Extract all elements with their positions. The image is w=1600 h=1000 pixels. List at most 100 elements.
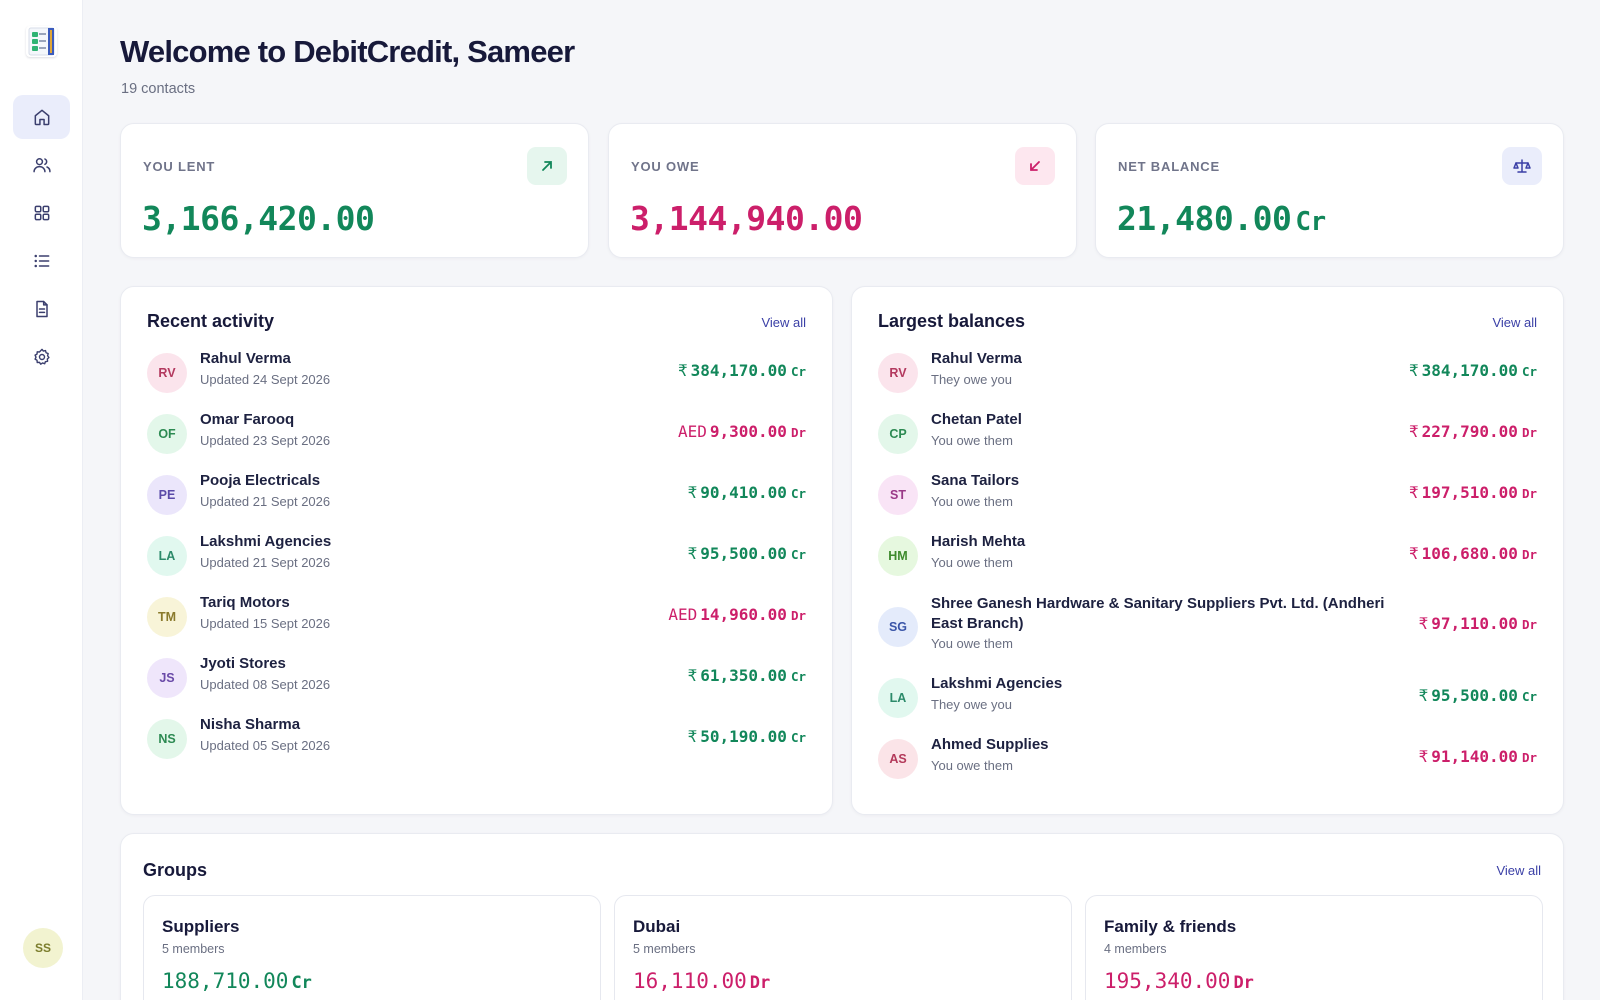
group-amount: 16,110.00 [633,969,747,993]
balance-amount: ₹95,500.00 Cr [1419,686,1537,705]
amount-value: 61,350.00 [700,666,787,685]
group-suffix: Dr [749,973,771,993]
list-item[interactable]: SG Shree Ganesh Hardware & Sanitary Suppl… [878,592,1537,662]
nav-contacts[interactable] [13,143,70,187]
avatar: AS [878,739,918,779]
list-item[interactable]: LA Lakshmi Agencies They owe you ₹95,500.00… [878,673,1537,723]
recent-view-all-link[interactable]: View all [761,315,806,330]
contact-name: Rahul Verma [931,350,1022,367]
amount-value: 106,680.00 [1421,544,1518,563]
nav-settings[interactable] [13,335,70,379]
currency: ₹ [1418,686,1429,705]
group-card-suppliers[interactable]: Suppliers 5 members 188,710.00 Cr [143,895,601,1000]
net-balance-label: NET BALANCE [1118,159,1220,174]
you-owe-value: 3,144,940.00 [630,199,863,238]
scale-icon [1502,147,1542,185]
list-item[interactable]: RV Rahul Verma They owe you ₹384,170.00 Cr [878,348,1537,398]
amount-value: 97,110.00 [1431,614,1518,633]
largest-view-all-link[interactable]: View all [1492,315,1537,330]
list-icon [34,254,49,268]
balance-suffix: Cr [1521,689,1537,704]
you-owe-card: YOU OWE 3,144,940.00 [608,123,1077,258]
group-card-dubai[interactable]: Dubai 5 members 16,110.00 Dr [614,895,1072,1000]
balance-amount: ₹61,350.00 Cr [688,666,806,685]
currency: ₹ [687,727,698,746]
avatar: TM [147,597,187,637]
list-item[interactable]: NS Nisha Sharma Updated 05 Sept 2026 ₹50,19… [147,714,806,764]
avatar: RV [147,353,187,393]
avatar: HM [878,536,918,576]
amount-value: 50,190.00 [700,727,787,746]
balance-amount: ₹95,500.00 Cr [688,544,806,563]
list-item[interactable]: PE Pooja Electricals Updated 21 Sept 2026 ₹… [147,470,806,520]
contact-name: Omar Farooq [200,411,295,428]
currency: ₹ [1418,747,1429,766]
balance-suffix: Cr [1521,364,1537,379]
list-item[interactable]: JS Jyoti Stores Updated 08 Sept 2026 ₹61,35… [147,653,806,703]
contact-count: 19 contacts [121,81,196,97]
groups-view-all-link[interactable]: View all [1496,863,1541,878]
recent-activity-panel: Recent activity View all RV Rahul Verma Up… [120,286,833,815]
amount-value: 197,510.00 [1421,483,1518,502]
group-amount: 195,340.00 [1104,969,1231,993]
list-item[interactable]: ST Sana Tailors You owe them ₹197,510.00 Dr [878,470,1537,520]
balance-amount: AED 14,960.00 Dr [668,605,806,624]
balance-amount: ₹197,510.00 Dr [1409,483,1537,502]
group-card-family-friends[interactable]: Family & friends 4 members 195,340.00 Dr [1085,895,1543,1000]
balance-amount: ₹90,410.00 Cr [688,483,806,502]
nav-transactions[interactable] [13,239,70,283]
list-item[interactable]: HM Harish Mehta You owe them ₹106,680.00 Dr [878,531,1537,581]
largest-balances-panel: Largest balances View all RV Rahul Verma T… [851,286,1564,815]
group-members: 5 members [162,942,225,956]
balance-suffix: Cr [790,364,806,379]
balance-suffix: Cr [790,730,806,745]
sidebar: SS [0,0,83,1000]
group-name: Family & friends [1104,917,1237,936]
largest-balances-title: Largest balances [878,311,1026,331]
balance-suffix: Dr [1521,547,1537,562]
balance-amount: ₹384,170.00 Cr [1409,361,1537,380]
contact-meta: You owe them [931,433,1013,448]
amount-value: 95,500.00 [700,544,787,563]
user-avatar[interactable]: SS [23,928,63,968]
currency: ₹ [687,483,698,502]
currency: ₹ [1408,483,1419,502]
contact-meta: You owe them [931,636,1013,651]
list-item[interactable]: OF Omar Farooq Updated 23 Sept 2026 AED 9,30… [147,409,806,459]
list-item[interactable]: RV Rahul Verma Updated 24 Sept 2026 ₹384,17… [147,348,806,398]
nav-groups[interactable] [13,191,70,235]
group-members: 5 members [633,942,696,956]
balance-amount: ₹384,170.00 Cr [678,361,806,380]
home-icon [34,109,49,126]
list-item[interactable]: TM Tariq Motors Updated 15 Sept 2026 AED 14,… [147,592,806,642]
grid-icon [34,205,49,221]
contact-meta: Updated 21 Sept 2026 [200,494,331,509]
amount-value: 384,170.00 [690,361,787,380]
list-item[interactable]: LA Lakshmi Agencies Updated 21 Sept 2026 ₹9… [147,531,806,581]
group-suffix: Cr [291,973,312,993]
nav-home[interactable] [13,95,70,139]
contact-meta: Updated 05 Sept 2026 [200,738,331,753]
amount-value: 90,410.00 [700,483,787,502]
currency: ₹ [677,361,688,380]
contact-meta: Updated 21 Sept 2026 [200,555,331,570]
nav-reports[interactable] [13,287,70,331]
amount-value: 95,500.00 [1431,686,1518,705]
groups-title: Groups [143,860,208,880]
contact-meta: Updated 08 Sept 2026 [200,677,331,692]
list-item[interactable]: CP Chetan Patel You owe them ₹227,790.00 Dr [878,409,1537,459]
avatar: LA [878,678,918,718]
currency: ₹ [1408,422,1419,441]
list-item[interactable]: AS Ahmed Supplies You owe them ₹91,140.00 Dr [878,734,1537,784]
contact-name: Lakshmi Agencies [200,533,332,550]
balance-suffix: Dr [790,608,806,623]
balance-suffix: Cr [790,486,806,501]
app-logo-icon[interactable] [26,26,57,57]
balance-suffix: Cr [790,547,806,562]
avatar: NS [147,719,187,759]
currency: AED [677,422,707,441]
avatar: CP [878,414,918,454]
arrow-up-right-icon [527,147,567,185]
document-icon [35,300,48,318]
balance-suffix: Dr [1521,617,1537,632]
